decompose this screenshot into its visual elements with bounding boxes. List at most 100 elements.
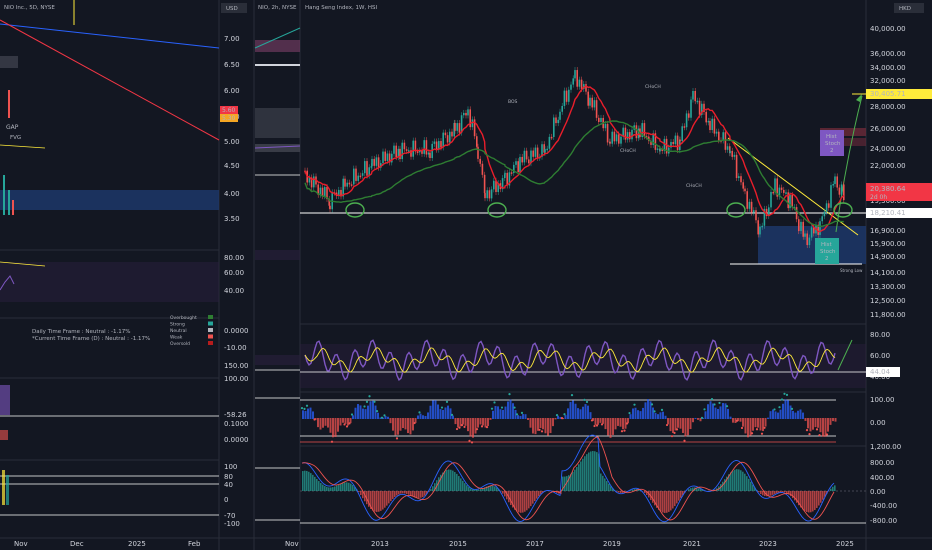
macd-bar (750, 482, 752, 491)
macd-bar (454, 472, 456, 491)
osc-bar (767, 418, 769, 419)
legend-item: Weak (170, 335, 183, 341)
osc-dot (538, 429, 540, 431)
osc-bar (600, 418, 602, 423)
osc-bar (362, 409, 364, 419)
osc-bar (430, 406, 432, 419)
osc-dot (331, 441, 333, 443)
candle-body (611, 132, 613, 144)
candle-body (395, 146, 397, 157)
osc-dot (761, 433, 763, 435)
main-title: Hang Seng Index, 1W, HSI (305, 5, 378, 11)
osc-bar (427, 412, 429, 419)
macd-bar (680, 491, 682, 498)
osc-bar (782, 404, 784, 419)
macd-bar (698, 488, 700, 491)
osc-bar (367, 406, 369, 419)
candle-body (600, 118, 602, 122)
candle-body (738, 176, 740, 178)
candle-body (371, 159, 373, 166)
osc-bar (500, 409, 502, 419)
macd-bar (344, 482, 346, 491)
candle-body (636, 125, 638, 138)
osc-dot (363, 405, 365, 407)
candle-body (596, 100, 598, 118)
osc-dot (621, 430, 623, 432)
macd-bar (382, 491, 384, 509)
candle-body (351, 184, 353, 186)
osc-dot (778, 406, 780, 408)
candle-body (718, 132, 720, 141)
osc-dot (593, 425, 595, 427)
osc-dot (736, 420, 738, 422)
macd-bar (458, 476, 460, 491)
macd-bar (492, 486, 494, 491)
osc-bar (327, 418, 329, 428)
osc-bar (682, 418, 684, 433)
osc-bar (437, 405, 439, 419)
main-price-tick: 24,000.00 (870, 145, 906, 153)
left-osc-tick: 40.00 (224, 287, 244, 295)
candle-body (482, 164, 484, 175)
osc-bar (322, 418, 324, 428)
candle-body (709, 121, 711, 130)
candle-body (742, 182, 744, 188)
macd-bar (320, 483, 322, 491)
osc-tick: 100.00 (870, 396, 895, 404)
osc-bar (542, 418, 544, 429)
macd-bar (574, 470, 576, 491)
candle-body (614, 132, 616, 142)
macd-bar (734, 470, 736, 491)
osc-dot (301, 407, 303, 409)
macd-bar (736, 469, 738, 491)
osc-bar (620, 418, 622, 427)
osc-bar (537, 418, 539, 431)
osc-dot (816, 428, 818, 430)
osc-dot (756, 428, 758, 430)
osc-dot (541, 430, 543, 432)
candle-body (322, 188, 324, 197)
target-price-text: 30,405.71 (870, 90, 906, 98)
macd-bar (782, 491, 784, 492)
macd-bar (330, 487, 332, 491)
osc-bar (610, 418, 612, 438)
osc-bar (657, 414, 659, 419)
osc-bar (835, 418, 837, 422)
osc-bar (762, 418, 764, 431)
candle-body (587, 92, 589, 106)
macd-bar (378, 491, 380, 512)
candle-body (566, 91, 568, 102)
macd-bar (332, 487, 334, 491)
macd-bar (324, 486, 326, 491)
candle-body (524, 151, 526, 163)
osc-bar (390, 418, 392, 423)
candle-body (362, 173, 364, 176)
candle-body (546, 149, 548, 151)
osc-dot (591, 419, 593, 421)
osc-bar (695, 418, 697, 419)
candle-body (551, 137, 553, 139)
left-title: NIO Inc., 5D, NYSE (4, 5, 55, 11)
candle-body (620, 137, 622, 144)
osc-bar (815, 418, 817, 427)
osc-dot (601, 423, 603, 425)
osc-bar (675, 418, 677, 430)
candle-body (834, 176, 836, 184)
candle-body (734, 155, 736, 157)
osc-bar (612, 418, 614, 435)
candle-body (609, 142, 611, 144)
left-price-tag-1-text: 5.60 (222, 107, 236, 114)
left-osc2-tick: 150.00 (224, 362, 249, 370)
osc-bar (477, 418, 479, 428)
candle-body (555, 117, 557, 123)
candle-body (451, 132, 453, 137)
osc-bar (312, 411, 314, 419)
candle-body (631, 130, 633, 139)
candle-body (591, 98, 593, 108)
osc-bar (510, 400, 512, 419)
candle-body (749, 202, 751, 209)
candle-body (836, 176, 838, 187)
macd-bar (424, 491, 426, 496)
osc-dot (561, 417, 563, 419)
candle-body (572, 78, 574, 84)
